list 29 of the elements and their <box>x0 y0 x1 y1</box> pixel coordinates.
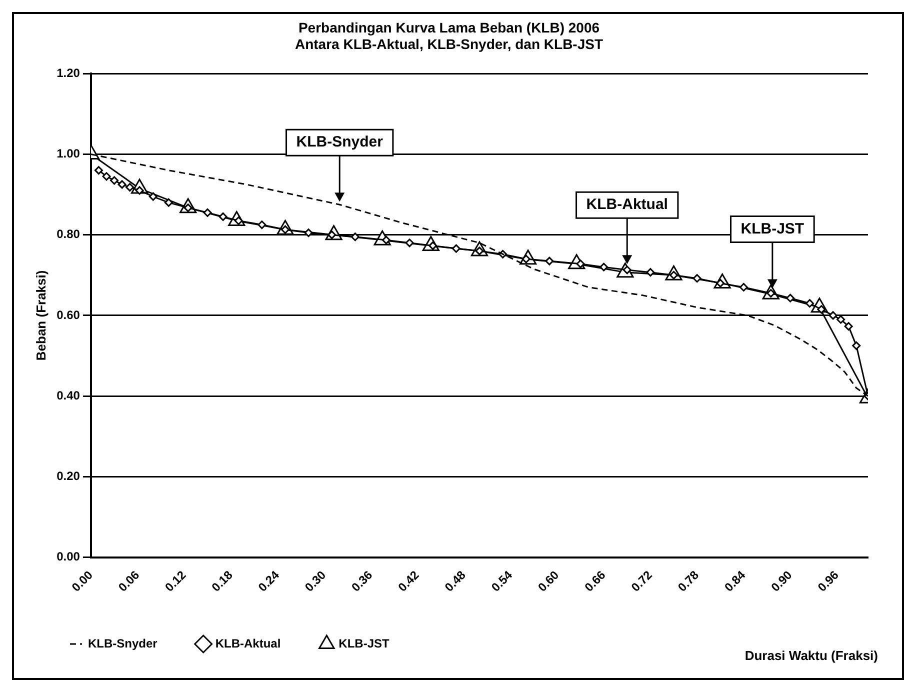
x-tick-label: 0.42 <box>395 568 422 594</box>
x-tick-label: 0.48 <box>442 568 469 594</box>
legend-label: KLB-JST <box>338 636 390 650</box>
x-axis-title: Durasi Waktu (Fraksi) <box>744 648 878 663</box>
y-tick-label: 0.40 <box>56 388 80 402</box>
annotation: KLB-Aktual <box>586 196 668 214</box>
y-axis-title: Beban (Fraksi) <box>33 270 48 361</box>
x-tick-label: 0.78 <box>675 568 702 594</box>
y-tick-label: 0.00 <box>56 550 80 564</box>
y-tick-label: 0.60 <box>56 308 80 322</box>
y-tick-label: 1.20 <box>56 66 80 80</box>
annotation: KLB-JST <box>740 220 804 238</box>
y-tick-label: 1.00 <box>56 146 80 161</box>
x-tick-label: 0.12 <box>162 568 189 594</box>
y-tick-label: 0.20 <box>56 469 80 483</box>
legend-label: KLB-Snyder <box>88 636 158 650</box>
x-tick-label: 0.30 <box>302 568 329 594</box>
x-tick-label: 0.66 <box>582 568 608 594</box>
x-tick-label: 0.60 <box>535 568 562 594</box>
annotation: KLB-Snyder <box>296 134 384 151</box>
x-tick-label: 0.96 <box>814 568 842 594</box>
x-tick-label: 0.36 <box>348 568 376 594</box>
x-tick-label: 0.72 <box>628 568 656 594</box>
chart-title: Perbandingan Kurva Lama Beban (KLB) 2006 Antara KLB-Aktual, KLB-Snyder, dan KLB-JST <box>294 19 604 52</box>
x-tick-label: 0.90 <box>768 568 795 594</box>
legend-label: KLB-Aktual <box>215 636 281 650</box>
x-tick-label: 0.06 <box>116 568 142 594</box>
x-tick-label: 0.18 <box>208 568 236 594</box>
y-tick-label: 0.80 <box>56 227 80 242</box>
